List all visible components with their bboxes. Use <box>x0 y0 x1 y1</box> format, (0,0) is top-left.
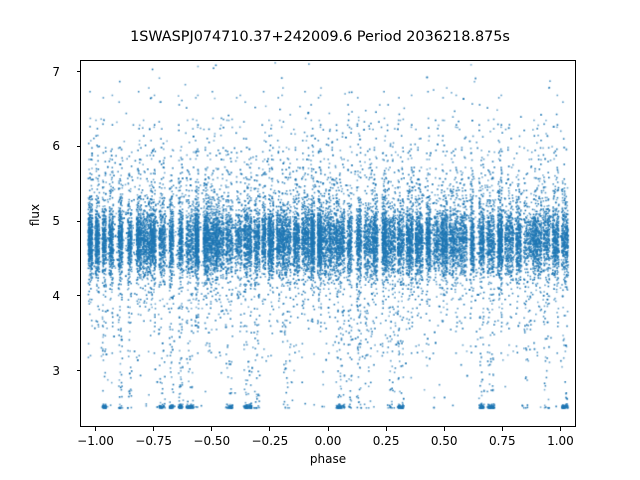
x-tick-label: 0.75 <box>488 434 516 448</box>
y-tick-label: 5 <box>52 214 60 229</box>
scatter-plot-canvas <box>81 61 575 426</box>
y-tick-mark <box>76 220 80 222</box>
x-tick-mark <box>327 427 329 431</box>
x-tick-mark <box>95 427 97 431</box>
y-tick-label: 7 <box>52 64 60 79</box>
x-tick-label: −1.00 <box>77 434 114 448</box>
x-tick-mark <box>501 427 503 431</box>
x-tick-label: 0.00 <box>314 434 342 448</box>
x-tick-mark <box>559 427 562 431</box>
x-tick-label: −0.50 <box>193 434 231 448</box>
x-tick-mark <box>153 427 155 431</box>
x-tick-label: −0.25 <box>251 434 289 448</box>
plot-axes <box>80 60 576 427</box>
x-tick-mark <box>443 427 445 431</box>
x-axis-label: phase <box>309 452 347 466</box>
y-tick-label: 3 <box>52 363 60 378</box>
chart-title: 1SWASPJ074710.37+242009.6 Period 2036218… <box>130 29 510 45</box>
y-tick-mark <box>76 71 80 73</box>
x-tick-label: 1.00 <box>547 434 574 448</box>
x-tick-label: −0.75 <box>135 434 173 448</box>
y-tick-mark <box>76 295 80 297</box>
x-tick-label: 0.50 <box>430 434 458 448</box>
x-tick-label: 0.25 <box>372 434 400 448</box>
y-tick-mark <box>76 370 80 372</box>
x-tick-mark <box>269 427 271 431</box>
y-tick-label: 4 <box>52 288 60 303</box>
x-tick-mark <box>385 427 387 431</box>
y-tick-mark <box>76 145 80 147</box>
x-tick-mark <box>211 427 213 431</box>
y-tick-label: 6 <box>52 139 60 154</box>
